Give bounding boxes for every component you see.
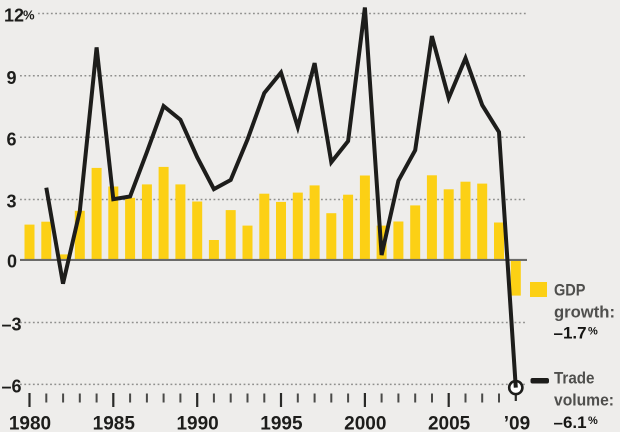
svg-text:6: 6 bbox=[7, 129, 17, 149]
svg-text:1995: 1995 bbox=[260, 414, 303, 432]
svg-text:%: % bbox=[588, 326, 598, 338]
svg-text:%: % bbox=[23, 8, 35, 23]
svg-text:9: 9 bbox=[7, 68, 17, 88]
svg-text:GDP: GDP bbox=[554, 282, 586, 300]
svg-text:2000: 2000 bbox=[344, 414, 386, 432]
svg-text:growth:: growth: bbox=[554, 304, 615, 322]
svg-text:–1.7: –1.7 bbox=[554, 324, 587, 343]
svg-text:0: 0 bbox=[7, 252, 17, 272]
svg-text:–3: –3 bbox=[2, 315, 22, 335]
svg-text:–6: –6 bbox=[2, 377, 22, 397]
svg-text:1980: 1980 bbox=[9, 414, 51, 432]
svg-text:Trade: Trade bbox=[554, 370, 595, 388]
svg-text:2005: 2005 bbox=[428, 414, 471, 432]
svg-text:1985: 1985 bbox=[93, 414, 136, 432]
svg-text:’09: ’09 bbox=[504, 414, 530, 432]
svg-text:%: % bbox=[588, 415, 598, 427]
svg-text:1990: 1990 bbox=[176, 414, 218, 432]
svg-text:3: 3 bbox=[7, 192, 17, 212]
svg-text:–6.1: –6.1 bbox=[554, 413, 587, 432]
svg-text:volume:: volume: bbox=[554, 392, 614, 410]
svg-text:12: 12 bbox=[4, 6, 24, 26]
